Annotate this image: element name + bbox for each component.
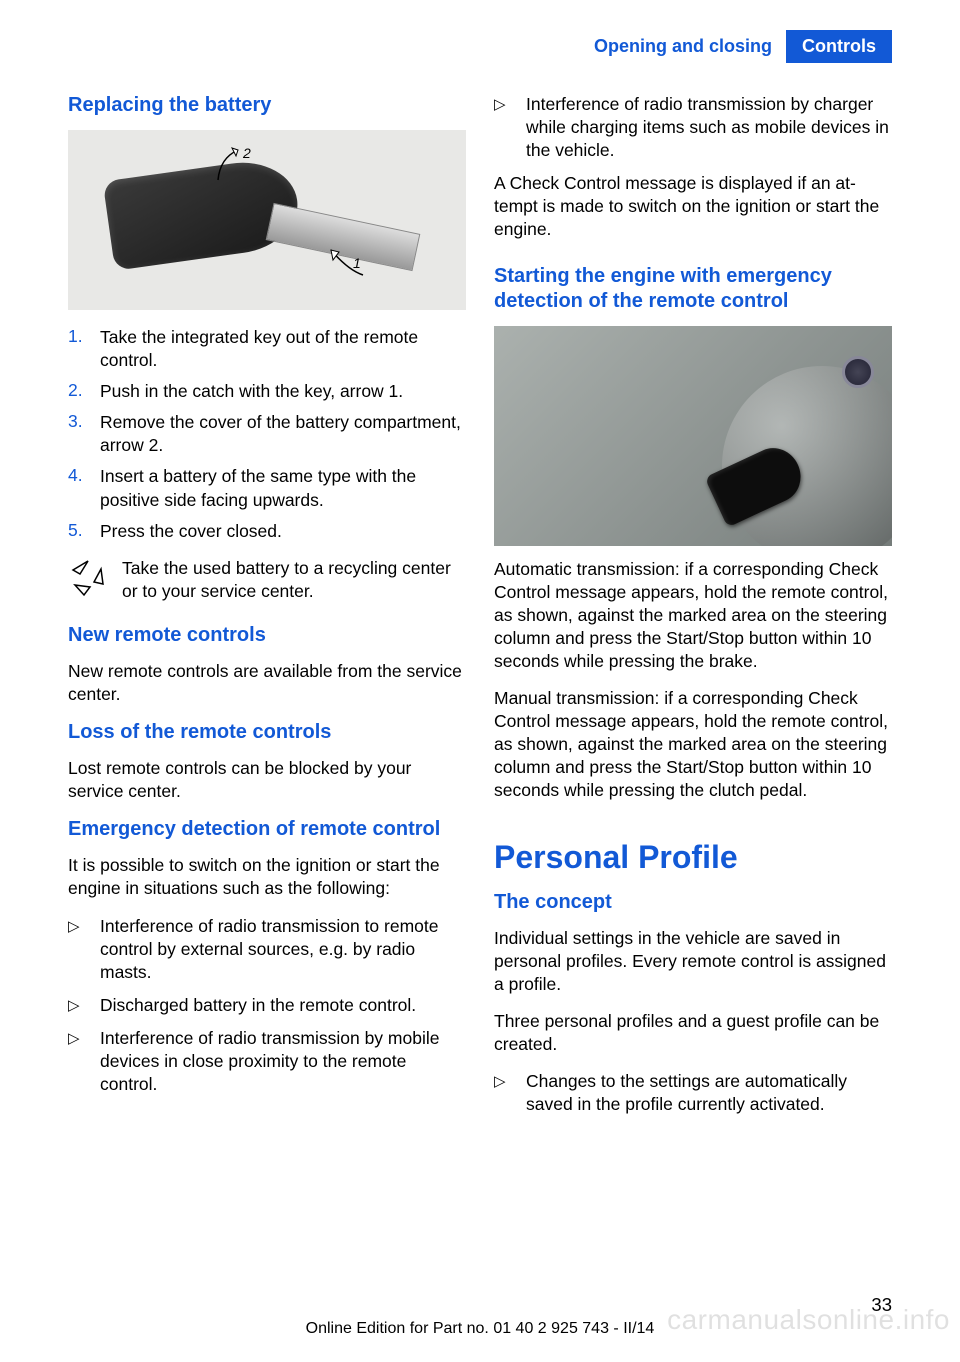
paragraph-emergency-intro: It is possible to switch on the ignition… xyxy=(68,854,466,900)
bullet-text: Changes to the settings are automaticall… xyxy=(526,1070,892,1116)
step-number: 3. xyxy=(68,411,100,432)
paragraph-check-control: A Check Control message is displayed if … xyxy=(494,172,892,241)
arrow-1-graphic: 1 xyxy=(313,230,373,285)
page-header: Opening and closing Controls xyxy=(0,0,960,63)
bullet-text: Discharged battery in the remote control… xyxy=(100,994,416,1017)
heading-personal-profile: Personal Profile xyxy=(494,839,892,876)
header-section-label: Opening and closing xyxy=(594,30,776,63)
svg-text:2: 2 xyxy=(242,145,251,161)
step-text: Remove the cover of the battery compart­… xyxy=(100,411,466,457)
paragraph-concept-1: Individual settings in the vehicle are s… xyxy=(494,927,892,996)
step-item: 5. Press the cover closed. xyxy=(68,520,466,543)
concept-bullet-list: ▷ Changes to the settings are automatica… xyxy=(494,1070,892,1116)
right-column: ▷ Interference of radio transmission by … xyxy=(494,93,892,1126)
heading-new-remote: New remote controls xyxy=(68,623,466,648)
heading-replacing-battery: Replacing the battery xyxy=(68,93,466,118)
illustration-steering-column xyxy=(494,326,892,546)
emergency-bullet-list-cont: ▷ Interference of radio transmission by … xyxy=(494,93,892,162)
step-text: Push in the catch with the key, arrow 1. xyxy=(100,380,403,403)
recycle-icon xyxy=(68,557,108,597)
illustration-key-battery: 2 1 xyxy=(68,130,466,310)
recycle-note: Take the used battery to a recycling cen… xyxy=(68,557,466,603)
step-item: 2. Push in the catch with the key, arrow… xyxy=(68,380,466,403)
recycle-text: Take the used battery to a recycling cen… xyxy=(122,557,466,603)
step-text: Press the cover closed. xyxy=(100,520,282,543)
step-number: 5. xyxy=(68,520,100,541)
header-chapter-label: Controls xyxy=(786,30,892,63)
main-content: Replacing the battery 2 1 1. Take the in… xyxy=(0,63,960,1126)
left-column: Replacing the battery 2 1 1. Take the in… xyxy=(68,93,466,1126)
step-item: 4. Insert a battery of the same type wit… xyxy=(68,465,466,511)
arrow-2-graphic: 2 xyxy=(208,140,263,190)
step-item: 3. Remove the cover of the battery compa… xyxy=(68,411,466,457)
start-stop-button-graphic xyxy=(842,356,874,388)
dashboard-shadow-graphic xyxy=(722,366,892,546)
bullet-item: ▷ Interference of radio transmission to … xyxy=(68,915,466,984)
heading-emergency-detection: Emergency detection of remote control xyxy=(68,817,466,842)
bullet-marker-icon: ▷ xyxy=(68,994,100,1014)
bullet-marker-icon: ▷ xyxy=(494,1070,526,1090)
step-number: 2. xyxy=(68,380,100,401)
bullet-item: ▷ Interference of radio transmission by … xyxy=(68,1027,466,1096)
battery-steps-list: 1. Take the integrated key out of the re… xyxy=(68,326,466,543)
bullet-text: Interference of radio transmission by mo… xyxy=(100,1027,466,1096)
paragraph-concept-2: Three personal profiles and a guest prof… xyxy=(494,1010,892,1056)
page-number: 33 xyxy=(68,1294,892,1316)
page-footer: 33 Online Edition for Part no. 01 40 2 9… xyxy=(0,1294,960,1338)
paragraph-auto-transmission: Automatic transmission: if a correspondi… xyxy=(494,558,892,673)
bullet-text: Interference of radio transmission to re… xyxy=(100,915,466,984)
heading-starting-emergency: Starting the engine with emergency detec… xyxy=(494,264,892,314)
paragraph-manual-transmission: Manual transmission: if a corresponding … xyxy=(494,687,892,802)
bullet-marker-icon: ▷ xyxy=(494,93,526,113)
step-item: 1. Take the integrated key out of the re… xyxy=(68,326,466,372)
step-text: Take the integrated key out of the remot… xyxy=(100,326,466,372)
paragraph-new-remote: New remote controls are available from t… xyxy=(68,660,466,706)
bullet-item: ▷ Changes to the settings are automatica… xyxy=(494,1070,892,1116)
bullet-item: ▷ Interference of radio transmission by … xyxy=(494,93,892,162)
step-number: 4. xyxy=(68,465,100,486)
bullet-item: ▷ Discharged battery in the remote contr… xyxy=(68,994,466,1017)
bullet-marker-icon: ▷ xyxy=(68,915,100,935)
footer-edition-text: Online Edition for Part no. 01 40 2 925 … xyxy=(68,1320,892,1338)
step-text: Insert a battery of the same type with t… xyxy=(100,465,466,511)
paragraph-loss-remote: Lost remote controls can be blocked by y… xyxy=(68,757,466,803)
svg-text:1: 1 xyxy=(353,255,361,271)
header-badge: Opening and closing Controls xyxy=(594,30,892,63)
heading-concept: The concept xyxy=(494,890,892,915)
step-number: 1. xyxy=(68,326,100,347)
emergency-bullet-list: ▷ Interference of radio transmission to … xyxy=(68,915,466,1097)
bullet-text: Interference of radio transmission by ch… xyxy=(526,93,892,162)
heading-loss-remote: Loss of the remote controls xyxy=(68,720,466,745)
bullet-marker-icon: ▷ xyxy=(68,1027,100,1047)
